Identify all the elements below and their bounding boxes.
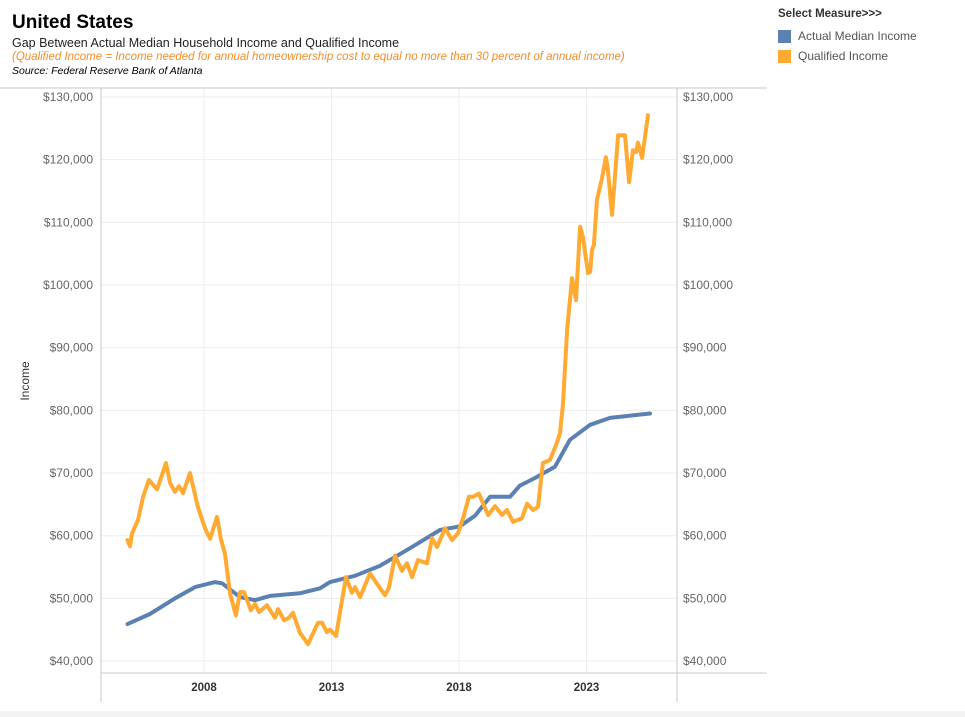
y-tick-label-left: $90,000: [50, 341, 94, 355]
measure-legend: Select Measure>>> Actual Median Income Q…: [778, 8, 917, 66]
bottom-bar: [0, 711, 965, 717]
y-tick-label-right: $50,000: [683, 591, 727, 605]
legend-label: Actual Median Income: [798, 29, 917, 43]
legend-swatch: [778, 29, 791, 43]
x-tick-label: 2013: [319, 682, 345, 694]
actual-median-income-line[interactable]: [125, 411, 652, 627]
y-tick-label-right: $80,000: [683, 403, 727, 417]
y-tick-label-right: $100,000: [683, 278, 733, 292]
legend-item-actual-median-income[interactable]: Actual Median Income: [778, 26, 917, 46]
page-title: United States: [12, 12, 134, 33]
y-tick-label-left: $50,000: [50, 591, 94, 605]
chart-subtitle: Gap Between Actual Median Household Inco…: [12, 36, 400, 50]
y-tick-label-left: $110,000: [44, 215, 93, 229]
y-tick-label-right: $40,000: [683, 654, 727, 668]
y-tick-label-right: $110,000: [683, 215, 732, 229]
y-tick-label-left: $100,000: [43, 278, 93, 292]
y-tick-label-left: $130,000: [43, 90, 93, 104]
source-note: Source: Federal Reserve Bank of Atlanta: [12, 65, 203, 77]
qualified-income-line[interactable]: [125, 113, 650, 647]
y-tick-label-right: $60,000: [683, 529, 727, 543]
legend-label: Qualified Income: [798, 49, 889, 63]
x-tick-label: 2018: [446, 682, 472, 694]
x-tick-label: 2023: [574, 682, 600, 694]
y-tick-label-right: $130,000: [683, 90, 733, 104]
qualified-income-note: (Qualified Income = Income needed for an…: [12, 51, 625, 63]
x-tick-label: 2008: [191, 682, 217, 694]
y-axis-title: Income: [18, 361, 32, 401]
y-tick-label-left: $40,000: [50, 654, 94, 668]
legend-title: Select Measure>>>: [778, 8, 882, 20]
y-tick-label-right: $70,000: [683, 466, 727, 480]
y-tick-label-left: $80,000: [50, 403, 94, 417]
y-tick-label-right: $90,000: [683, 341, 727, 355]
y-tick-label-left: $60,000: [50, 529, 94, 543]
legend-item-qualified-income[interactable]: Qualified Income: [778, 46, 917, 66]
y-tick-label-right: $120,000: [683, 153, 733, 167]
y-tick-label-left: $70,000: [50, 466, 94, 480]
legend-swatch: [778, 49, 791, 63]
y-tick-label-left: $120,000: [43, 153, 93, 167]
